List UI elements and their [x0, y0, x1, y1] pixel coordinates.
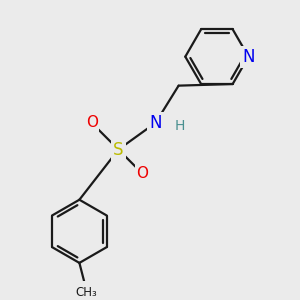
- Text: N: N: [242, 48, 255, 66]
- Text: H: H: [175, 119, 185, 133]
- Text: O: O: [136, 166, 148, 181]
- Text: CH₃: CH₃: [75, 286, 97, 299]
- Text: S: S: [113, 141, 124, 159]
- Text: O: O: [86, 115, 98, 130]
- Text: N: N: [149, 114, 162, 132]
